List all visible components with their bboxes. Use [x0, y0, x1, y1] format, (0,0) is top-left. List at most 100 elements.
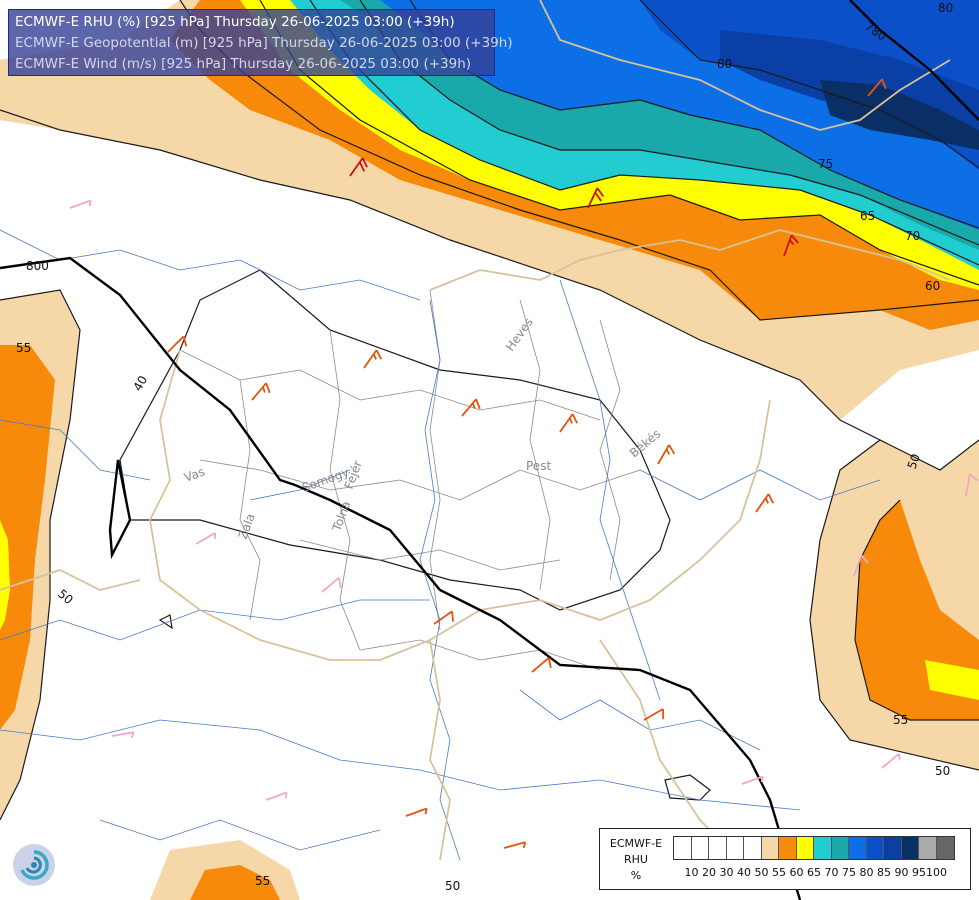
band-yellow-w — [0, 520, 10, 630]
contour-line — [664, 774, 711, 801]
legend-title-model: ECMWF-E — [609, 837, 663, 850]
contour-label: 800 — [26, 259, 49, 273]
river-line — [419, 299, 461, 861]
region-label-vas: Vas — [182, 465, 206, 485]
map-header: ECMWF-E RHU (%) [925 hPa] Thursday 26-06… — [8, 9, 513, 76]
legend-swatch — [936, 837, 954, 859]
wind-barb — [559, 413, 578, 433]
wind-barb — [111, 731, 135, 738]
legend-swatch — [831, 837, 849, 859]
header-line-geopotential: ECMWF-E Geopotential (m) [925 hPa] Thurs… — [15, 35, 513, 51]
legend-title-unit: % — [630, 869, 642, 882]
geopotential-800 — [0, 256, 802, 900]
legend-swatches — [673, 836, 955, 860]
border-line — [149, 349, 651, 661]
legend-tick-label: 50 — [754, 866, 769, 879]
wind-barb — [69, 199, 92, 209]
wind-barb — [657, 444, 676, 465]
legend-tick-label: 75 — [842, 866, 856, 879]
legend-swatch — [761, 837, 779, 859]
legend-title-variable: RHU — [624, 853, 648, 866]
legend-tick-label: 60 — [789, 866, 804, 879]
contour-line — [259, 0, 979, 286]
legend-swatch — [709, 837, 727, 859]
river-line — [99, 819, 381, 851]
legend-tick-label: 40 — [737, 866, 751, 879]
legend-tick-label: 70 — [824, 866, 839, 879]
legend-tick-label: 95 — [912, 866, 926, 879]
wind-barb — [965, 473, 979, 497]
contour-label: 80 — [717, 57, 732, 71]
wind-barb — [853, 554, 869, 577]
wind-barb — [405, 807, 428, 817]
region-label-pest: Pest — [526, 459, 551, 473]
legend-ticks: 10 20 30 40 50 55 60 65 70 75 80 85 90 95 100 — [673, 866, 973, 882]
contour-label: 55 — [893, 713, 908, 727]
wind-barb — [741, 775, 764, 785]
county-line — [519, 299, 551, 591]
legend-swatch — [866, 837, 884, 859]
legend-tick-label: 80 — [859, 866, 874, 879]
legend-swatch — [901, 837, 919, 859]
river-line — [0, 419, 151, 481]
humidity-bands-west — [0, 290, 80, 820]
legend-tick-label: 20 — [702, 866, 716, 879]
wind-barb — [881, 753, 901, 769]
contour-label: 55 — [16, 341, 31, 355]
wind-barb — [167, 335, 188, 353]
river-line — [249, 469, 351, 501]
county-line — [179, 349, 601, 421]
legend-title: ECMWF-E RHU % — [604, 836, 668, 884]
wind-barb — [531, 657, 552, 673]
contour-line — [0, 289, 81, 821]
contour-line — [0, 109, 881, 441]
contour-line — [309, 0, 979, 266]
contour-label: 70 — [905, 229, 920, 243]
contour-line — [359, 0, 979, 246]
legend-tick-label: 55 — [772, 866, 786, 879]
humidity-contours — [0, 0, 979, 821]
legend-tick-label: 65 — [807, 866, 821, 879]
wind-barb — [195, 532, 216, 545]
legend-tick-label: 100 — [926, 866, 947, 879]
legend-swatch — [726, 837, 744, 859]
legend-swatch — [674, 837, 692, 859]
wind-barb — [503, 841, 527, 849]
header-line-wind: ECMWF-E Wind (m/s) [925 hPa] Thursday 26… — [15, 56, 472, 72]
river-line — [639, 469, 881, 501]
band-orange-s — [190, 865, 280, 900]
legend-swatch — [691, 837, 709, 859]
band-yellow-e — [925, 660, 979, 700]
border-line — [0, 569, 141, 591]
river-line — [0, 719, 801, 811]
humidity-bands-east — [810, 440, 979, 770]
contour-line — [119, 269, 671, 611]
river-line — [559, 279, 661, 701]
wind-barb — [321, 577, 342, 593]
geopotential-800-loop — [108, 459, 132, 560]
color-legend: ECMWF-E RHU % 10 20 30 40 50 55 60 65 70 75 80 85 90… — [599, 828, 971, 890]
border-line — [429, 229, 951, 291]
wind-barb — [755, 493, 774, 513]
band-orange-w — [0, 345, 55, 730]
legend-swatch — [779, 837, 797, 859]
legend-tick-label: 30 — [719, 866, 734, 879]
header-line-rhu: ECMWF-E RHU (%) [925 hPa] Thursday 26-06… — [15, 14, 455, 30]
contour-label: 50 — [935, 764, 950, 778]
legend-swatch — [884, 837, 902, 859]
contour-label: 80 — [938, 1, 953, 15]
contour-line — [809, 439, 979, 771]
wind-barb — [461, 398, 481, 417]
border-line — [539, 0, 951, 131]
contour-labels: 780 800 40 50 55 55 55 50 50 50 60 65 70… — [16, 1, 953, 893]
wind-barb — [251, 382, 271, 401]
wind-barbs — [69, 78, 979, 849]
wind-barb — [349, 157, 368, 177]
contour-label: 75 — [818, 157, 833, 171]
wind-barb — [783, 234, 799, 257]
legend-tick-label: 85 — [877, 866, 891, 879]
county-line — [239, 379, 261, 621]
